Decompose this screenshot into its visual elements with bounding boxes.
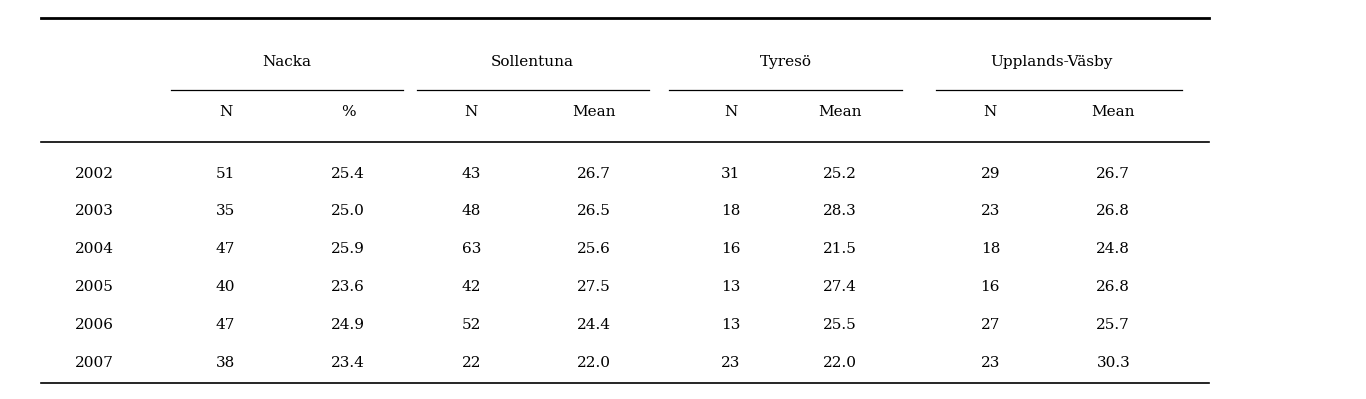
Text: 25.4: 25.4 (332, 166, 365, 181)
Text: 26.8: 26.8 (1097, 280, 1130, 294)
Text: 25.2: 25.2 (824, 166, 856, 181)
Text: N: N (724, 105, 738, 119)
Text: 42: 42 (462, 280, 481, 294)
Text: 25.9: 25.9 (332, 242, 365, 257)
Text: 27: 27 (981, 318, 1000, 332)
Text: 24.4: 24.4 (578, 318, 611, 332)
Text: 30.3: 30.3 (1097, 356, 1130, 370)
Text: 35: 35 (216, 204, 235, 219)
Text: 22: 22 (462, 356, 481, 370)
Text: 25.5: 25.5 (824, 318, 856, 332)
Text: 31: 31 (721, 166, 740, 181)
Text: 22.0: 22.0 (578, 356, 611, 370)
Text: 40: 40 (216, 280, 235, 294)
Text: 26.7: 26.7 (578, 166, 611, 181)
Text: 47: 47 (216, 318, 235, 332)
Text: 22.0: 22.0 (824, 356, 856, 370)
Text: 38: 38 (216, 356, 235, 370)
Text: 23: 23 (981, 204, 1000, 219)
Text: 48: 48 (462, 204, 481, 219)
Text: Mean: Mean (818, 105, 862, 119)
Text: 23: 23 (721, 356, 740, 370)
Text: N: N (464, 105, 478, 119)
Text: 52: 52 (462, 318, 481, 332)
Text: N: N (984, 105, 997, 119)
Text: 23.4: 23.4 (332, 356, 365, 370)
Text: 2007: 2007 (75, 356, 113, 370)
Text: 25.6: 25.6 (578, 242, 611, 257)
Text: Mean: Mean (572, 105, 616, 119)
Text: 51: 51 (216, 166, 235, 181)
Text: Mean: Mean (1091, 105, 1135, 119)
Text: %: % (342, 105, 355, 119)
Text: Nacka: Nacka (262, 55, 311, 69)
Text: 2006: 2006 (75, 318, 115, 332)
Text: 28.3: 28.3 (824, 204, 856, 219)
Text: 2002: 2002 (75, 166, 115, 181)
Text: 26.8: 26.8 (1097, 204, 1130, 219)
Text: 26.7: 26.7 (1097, 166, 1130, 181)
Text: 13: 13 (721, 318, 740, 332)
Text: 18: 18 (981, 242, 1000, 257)
Text: 24.8: 24.8 (1097, 242, 1130, 257)
Text: 23.6: 23.6 (332, 280, 365, 294)
Text: 16: 16 (721, 242, 740, 257)
Text: 27.5: 27.5 (578, 280, 611, 294)
Text: 25.0: 25.0 (332, 204, 365, 219)
Text: 26.5: 26.5 (578, 204, 611, 219)
Text: 23: 23 (981, 356, 1000, 370)
Text: 18: 18 (721, 204, 740, 219)
Text: 24.9: 24.9 (332, 318, 365, 332)
Text: 27.4: 27.4 (824, 280, 856, 294)
Text: Upplands-Väsby: Upplands-Väsby (990, 55, 1113, 69)
Text: 47: 47 (216, 242, 235, 257)
Text: N: N (219, 105, 232, 119)
Text: Sollentuna: Sollentuna (492, 55, 574, 69)
Text: 21.5: 21.5 (824, 242, 856, 257)
Text: 43: 43 (462, 166, 481, 181)
Text: 2005: 2005 (75, 280, 113, 294)
Text: 16: 16 (981, 280, 1000, 294)
Text: 2004: 2004 (75, 242, 115, 257)
Text: 13: 13 (721, 280, 740, 294)
Text: 2003: 2003 (75, 204, 113, 219)
Text: Tyresö: Tyresö (759, 55, 811, 69)
Text: 63: 63 (462, 242, 481, 257)
Text: 25.7: 25.7 (1097, 318, 1130, 332)
Text: 29: 29 (981, 166, 1000, 181)
